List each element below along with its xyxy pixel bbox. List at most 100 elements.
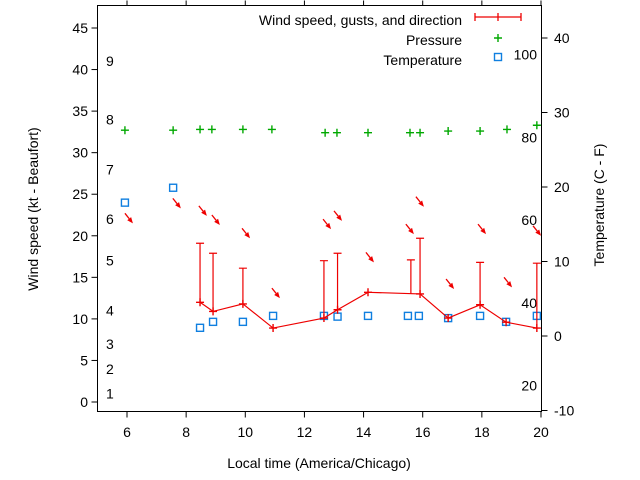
beaufort-label: 2 xyxy=(106,361,114,377)
y-left-tick-label: 5 xyxy=(80,352,88,368)
wind-speed-point xyxy=(476,300,485,309)
gust-bar xyxy=(416,237,425,294)
legend-pressure-sample xyxy=(494,34,502,42)
temperature-point xyxy=(414,311,424,321)
wind-speed-point xyxy=(416,289,425,298)
gust-bar xyxy=(532,262,541,329)
temperature-point xyxy=(168,183,178,192)
temperature-point xyxy=(120,198,130,207)
wind-direction-arrow-head xyxy=(368,256,374,263)
wind-direction-arrow-head xyxy=(480,227,487,235)
wind-speed-point xyxy=(502,318,511,327)
wind-direction-arrow-shaft xyxy=(241,227,247,235)
legend-temperature-sample xyxy=(493,52,503,62)
plot-border xyxy=(97,5,542,412)
pressure-point xyxy=(476,127,485,136)
wind-speed-point xyxy=(238,299,247,308)
wind-direction-arrow-shaft xyxy=(271,287,277,294)
pressure-point xyxy=(364,128,373,137)
wind-direction-arrow-shaft xyxy=(333,210,339,217)
wind-direction-arrow-head xyxy=(448,282,455,289)
wind-direction-arrow-head xyxy=(175,202,181,209)
pressure-point xyxy=(238,125,247,134)
pressure-point xyxy=(405,128,414,137)
wind-direction-arrow-head xyxy=(408,227,414,235)
temperature-point xyxy=(238,317,248,327)
wind-speed-point xyxy=(209,307,218,316)
legend-item-pressure: Pressure xyxy=(405,32,462,48)
y-left-tick-label: 15 xyxy=(72,269,88,285)
pressure-point xyxy=(444,127,453,136)
temperature-point xyxy=(363,311,373,321)
wind-direction-arrow-head xyxy=(535,229,542,236)
y-left-tick-label: 35 xyxy=(72,103,88,119)
gust-bar xyxy=(196,242,205,303)
y-left-tick-label: 30 xyxy=(72,145,88,161)
y-right-tick-label: 40 xyxy=(554,30,570,46)
wind-direction-arrow-shaft xyxy=(477,223,483,230)
beaufort-label: 1 xyxy=(106,386,114,402)
pressure-point xyxy=(207,125,216,134)
pressure-point xyxy=(169,126,178,135)
wind-direction-arrow-head xyxy=(214,218,220,226)
fahrenheit-label: 60 xyxy=(521,212,537,228)
beaufort-label: 6 xyxy=(106,211,114,227)
wind-direction-arrow-head xyxy=(325,222,332,230)
wind-direction-arrow-shaft xyxy=(503,276,509,284)
pressure-point xyxy=(321,128,330,137)
wind-speed-point xyxy=(532,324,541,333)
x-tick-label: 6 xyxy=(123,424,131,440)
wind-direction-arrow-shaft xyxy=(322,218,328,225)
temperature-point xyxy=(208,317,218,327)
beaufort-label: 8 xyxy=(106,111,114,127)
y-left-tick-label: 10 xyxy=(72,311,88,327)
y-left-tick-label: 40 xyxy=(72,62,88,78)
pressure-point xyxy=(120,126,129,135)
pressure-point xyxy=(502,125,511,134)
wind-direction-arrow-shaft xyxy=(172,197,178,205)
y2-axis-label: Temperature (C - F) xyxy=(591,143,607,267)
x-tick-label: 14 xyxy=(356,424,372,440)
x-axis-label: Local time (America/Chicago) xyxy=(227,455,411,471)
fahrenheit-label: 40 xyxy=(521,295,537,311)
x-tick-label: 18 xyxy=(474,424,490,440)
beaufort-label: 9 xyxy=(106,53,114,69)
wind-speed-point xyxy=(269,324,278,333)
beaufort-label: 3 xyxy=(106,336,114,352)
y-right-tick-label: 20 xyxy=(554,179,570,195)
wind-direction-arrow-shaft xyxy=(532,225,538,232)
legend-wind-sample xyxy=(474,13,522,21)
wind-direction-arrow-head xyxy=(201,209,207,216)
fahrenheit-label: 20 xyxy=(521,378,537,394)
wind-speed-point xyxy=(444,314,453,323)
pressure-point xyxy=(532,121,541,130)
pressure-point xyxy=(267,125,276,134)
fahrenheit-label: 100 xyxy=(514,47,538,63)
x-tick-label: 20 xyxy=(533,424,549,440)
y-left-tick-label: 45 xyxy=(72,20,88,36)
pressure-point xyxy=(332,128,341,137)
wind-speed-line xyxy=(199,291,537,329)
temperature-point xyxy=(333,312,342,321)
legend: Wind speed, gusts, and direction Pressur… xyxy=(259,10,462,70)
wind-direction-arrow-head xyxy=(336,214,342,221)
gust-bar xyxy=(319,260,328,319)
x-tick-label: 16 xyxy=(415,424,431,440)
gust-bar xyxy=(209,252,218,312)
wind-speed-point xyxy=(333,305,342,314)
wind-speed-point xyxy=(364,288,373,297)
temperature-point xyxy=(403,311,413,321)
y-axis-label: Wind speed (kt - Beaufort) xyxy=(25,127,41,291)
wind-direction-arrow-head xyxy=(274,291,280,299)
y-left-tick-label: 25 xyxy=(72,186,88,202)
y-left-tick-label: 20 xyxy=(72,228,88,244)
wind-direction-arrow-shaft xyxy=(124,212,130,220)
wind-direction-arrow-head xyxy=(506,281,513,288)
beaufort-label: 4 xyxy=(106,303,114,319)
wind-direction-arrow-head xyxy=(418,200,424,207)
gust-bar xyxy=(333,252,342,310)
y-right-tick-label: 30 xyxy=(554,105,570,121)
beaufort-label: 5 xyxy=(106,253,114,269)
